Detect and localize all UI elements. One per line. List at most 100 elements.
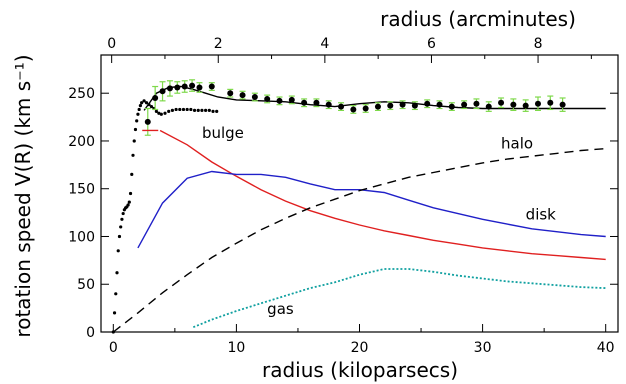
inner-data-point: [159, 112, 163, 116]
bulge-curve: [159, 129, 606, 261]
outer-data-point: [362, 105, 369, 112]
inner-data-point: [138, 104, 142, 108]
outer-data-point: [374, 103, 381, 110]
inner-data-point: [154, 109, 158, 113]
inner-data-point: [142, 99, 146, 103]
outer-data-point: [251, 94, 258, 101]
outer-data-point: [239, 92, 246, 99]
outer-data-point: [181, 83, 188, 90]
inner-data-point: [211, 109, 215, 113]
y-tick-label: 100: [68, 229, 95, 245]
outer-data-point: [159, 88, 166, 95]
outer-data-point: [196, 84, 203, 91]
y-tick-label: 250: [68, 86, 95, 102]
inner-data-point: [204, 108, 208, 112]
outer-data-point: [301, 99, 308, 106]
x-tick-label: 20: [351, 340, 369, 356]
outer-data-point: [276, 97, 283, 104]
x2-tick-label: 6: [427, 36, 436, 52]
inner-data-point: [178, 107, 182, 112]
inner-data-point: [189, 107, 193, 112]
outer-data-point: [448, 103, 455, 110]
outer-data-point: [399, 101, 406, 108]
x-tick-label: 30: [474, 340, 492, 356]
x2-tick-label: 8: [534, 36, 543, 52]
inner-data-point: [163, 111, 167, 115]
inner-data-point: [215, 109, 219, 113]
y-tick-label: 50: [77, 277, 95, 293]
x-tick-label: 40: [597, 340, 615, 356]
x2-axis-label: radius (arcminutes): [380, 7, 576, 31]
inner-data-point: [135, 119, 139, 123]
inner-data-point: [120, 217, 124, 221]
disk-curve: [137, 170, 606, 249]
outer-data-point: [144, 118, 151, 125]
x2-tick-label: 4: [320, 36, 329, 52]
outer-data-point: [559, 101, 566, 108]
outer-data-point: [485, 103, 492, 110]
inner-data-point: [119, 225, 123, 229]
inner-data-point: [170, 108, 174, 112]
inner-data-point: [144, 101, 149, 105]
inner-data-point: [132, 139, 136, 143]
outer-data-point: [189, 82, 196, 89]
x2-tick-label: 2: [214, 36, 223, 52]
outer-data-point: [338, 103, 345, 110]
inner-data-point: [130, 172, 134, 176]
x-tick-label: 10: [227, 340, 245, 356]
y-tick-label: 200: [68, 134, 95, 150]
outer-data-point: [325, 101, 332, 108]
outer-data-point: [350, 106, 357, 113]
inner-data-point: [207, 108, 211, 112]
outer-data-point: [436, 101, 443, 108]
inner-data-point: [147, 103, 151, 107]
outer-data-point: [461, 101, 468, 108]
halo-curve: [112, 147, 606, 333]
annotation-disk: disk: [526, 205, 557, 223]
inner-data-point: [121, 211, 125, 216]
inner-data-point: [157, 111, 161, 115]
outer-data-point: [227, 90, 234, 97]
outer-data-point: [152, 94, 159, 101]
x-axis-label: radius (kiloparsecs): [262, 358, 458, 382]
model-total-curve: [143, 85, 606, 111]
outer-data-point: [387, 102, 394, 109]
inner-data-point: [115, 271, 119, 275]
outer-data-point: [547, 99, 554, 106]
annotation-halo: halo: [501, 135, 533, 153]
x2-tick-label: 0: [107, 36, 116, 52]
outer-data-point: [174, 84, 181, 91]
outer-data-point: [264, 95, 271, 102]
outer-data-point: [166, 85, 173, 92]
inner-data-point: [117, 234, 122, 239]
inner-data-point: [192, 108, 197, 112]
outer-data-point: [313, 99, 320, 106]
annotation-gas: gas: [267, 300, 294, 318]
inner-data-point: [140, 101, 144, 105]
outer-data-point: [510, 101, 517, 108]
inner-data-point: [128, 191, 133, 196]
y-tick-label: 0: [86, 325, 95, 341]
y-axis-label: rotation speed V(R) (km s⁻¹): [11, 54, 35, 337]
inner-data-point: [185, 107, 189, 112]
inner-data-point: [133, 127, 138, 132]
inner-data-point: [126, 203, 130, 207]
outer-data-point: [208, 83, 215, 90]
annotation-bulge: bulge: [202, 124, 244, 142]
inner-data-point: [136, 112, 140, 116]
outer-data-point: [473, 100, 480, 107]
inner-data-point: [200, 108, 204, 112]
gas-curve: [192, 268, 606, 329]
inner-data-point: [127, 200, 131, 204]
outer-data-point: [288, 96, 295, 103]
inner-data-point: [149, 104, 154, 109]
outer-data-point: [424, 100, 431, 107]
inner-data-point: [114, 292, 118, 296]
inner-data-point: [174, 107, 178, 112]
outer-data-point: [534, 100, 541, 107]
x-tick-label: 0: [109, 340, 118, 356]
inner-data-point: [196, 108, 200, 112]
outer-data-point: [411, 102, 418, 109]
inner-data-point: [181, 107, 186, 112]
y-tick-label: 150: [68, 182, 95, 198]
